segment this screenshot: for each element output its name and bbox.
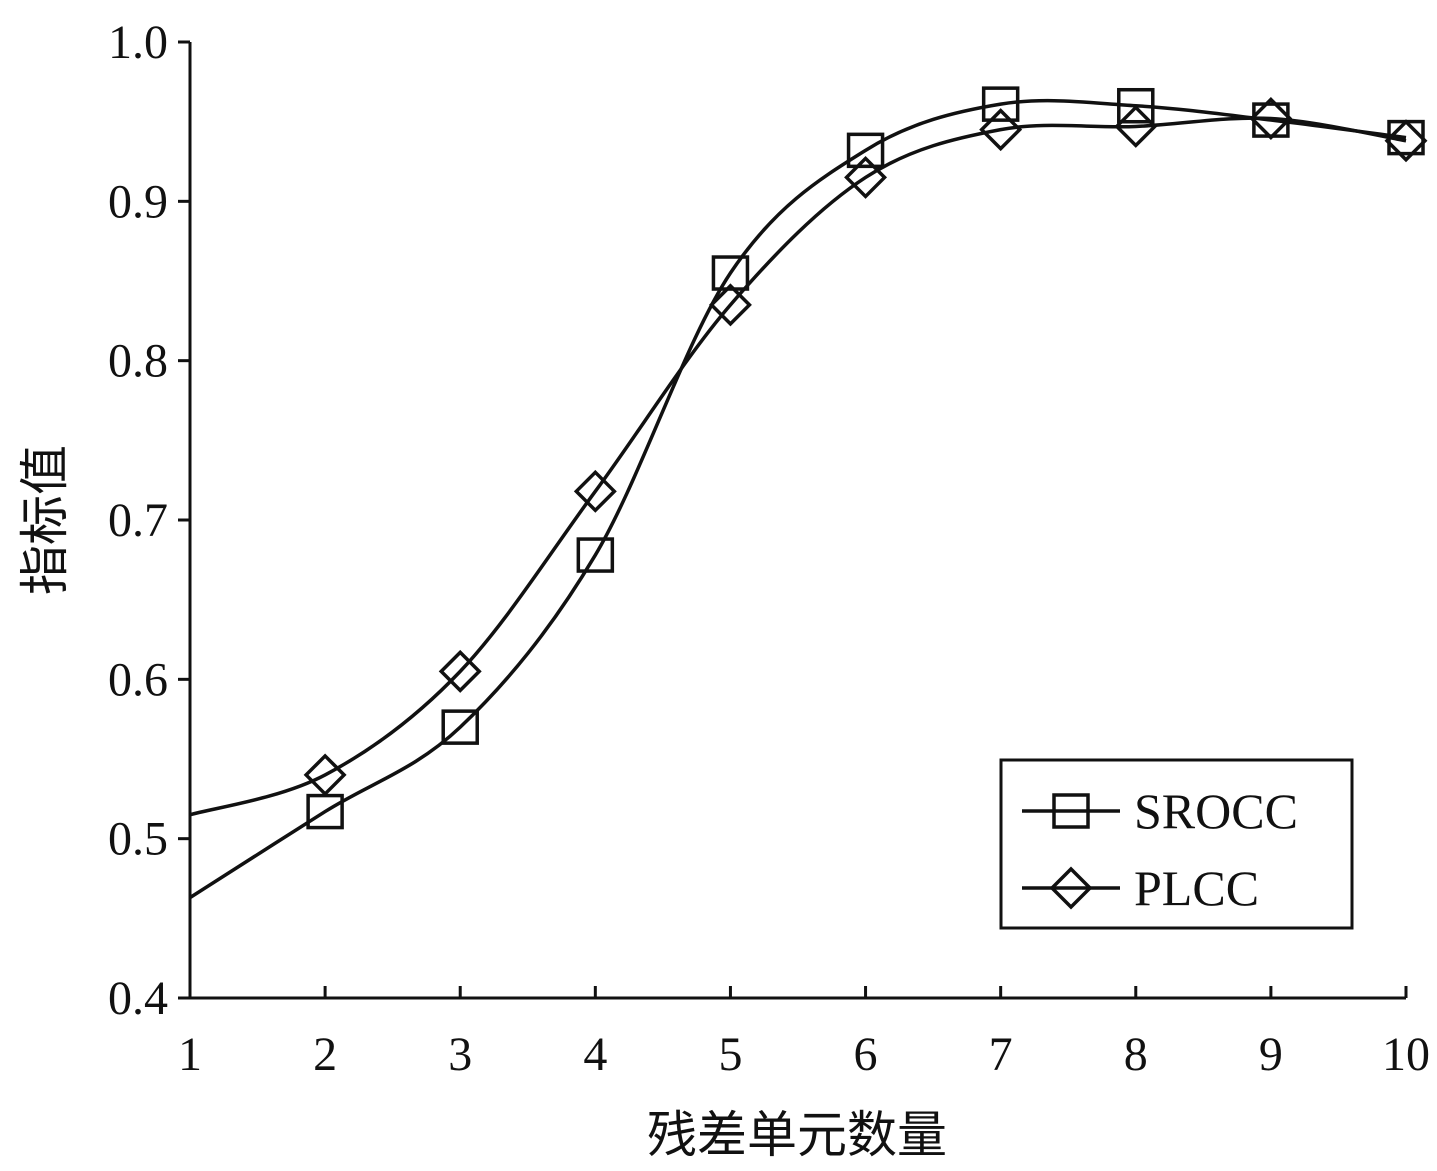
data-point-srocc xyxy=(846,132,885,169)
legend-label: SROCC xyxy=(1134,783,1298,839)
legend: SROCC PLCC xyxy=(999,758,1354,930)
data-point-srocc xyxy=(576,537,615,573)
y-tick-label: 1.0 xyxy=(108,16,168,69)
data-point-plcc xyxy=(1114,104,1158,148)
x-tick-label: 10 xyxy=(1382,1028,1430,1081)
data-point-plcc xyxy=(573,469,617,513)
y-tick-label: 0.5 xyxy=(108,813,168,866)
data-point-plcc xyxy=(438,649,482,693)
data-point-plcc xyxy=(1384,119,1428,163)
data-point-plcc xyxy=(844,155,888,199)
legend-diamond-icon xyxy=(1049,866,1093,910)
y-tick-label: 0.4 xyxy=(108,972,168,1025)
legend-square-icon xyxy=(1052,793,1090,829)
y-tick-label: 0.8 xyxy=(108,335,168,388)
data-point-plcc xyxy=(708,283,752,327)
data-point-srocc xyxy=(711,255,750,291)
series-layer xyxy=(189,86,1428,900)
x-tick-label: 9 xyxy=(1259,1028,1283,1081)
x-tick-label: 6 xyxy=(854,1028,878,1081)
data-point-plcc xyxy=(979,108,1023,152)
y-tick-label: 0.7 xyxy=(108,494,168,547)
series-line-plcc xyxy=(189,116,1407,817)
data-point-plcc xyxy=(1249,97,1293,140)
x-tick-label: 5 xyxy=(718,1028,742,1081)
x-tick-label: 2 xyxy=(313,1028,337,1081)
series-plcc xyxy=(189,97,1428,817)
y-axis-ticks: 0.4 0.5 0.6 0.7 0.8 0.9 1.0 xyxy=(108,16,190,1025)
x-tick-label: 3 xyxy=(448,1028,472,1081)
x-tick-label: 1 xyxy=(178,1028,202,1081)
y-tick-label: 0.6 xyxy=(108,653,168,706)
data-point-srocc xyxy=(981,86,1020,122)
x-axis-title: 残差单元数量 xyxy=(647,1106,947,1164)
x-axis-ticks: 1 2 3 4 5 6 7 8 9 10 xyxy=(178,986,1430,1081)
series-line-srocc xyxy=(189,98,1407,900)
data-point-srocc xyxy=(1117,87,1155,124)
y-tick-label: 0.9 xyxy=(108,175,168,228)
y-axis-title: 指标值 xyxy=(16,445,74,595)
legend-label: PLCC xyxy=(1134,860,1259,916)
data-point-srocc xyxy=(441,709,479,745)
data-point-plcc xyxy=(303,753,347,797)
x-tick-label: 4 xyxy=(583,1028,607,1081)
x-tick-label: 8 xyxy=(1124,1028,1148,1081)
x-tick-label: 7 xyxy=(989,1028,1013,1081)
legend-box xyxy=(999,758,1354,930)
